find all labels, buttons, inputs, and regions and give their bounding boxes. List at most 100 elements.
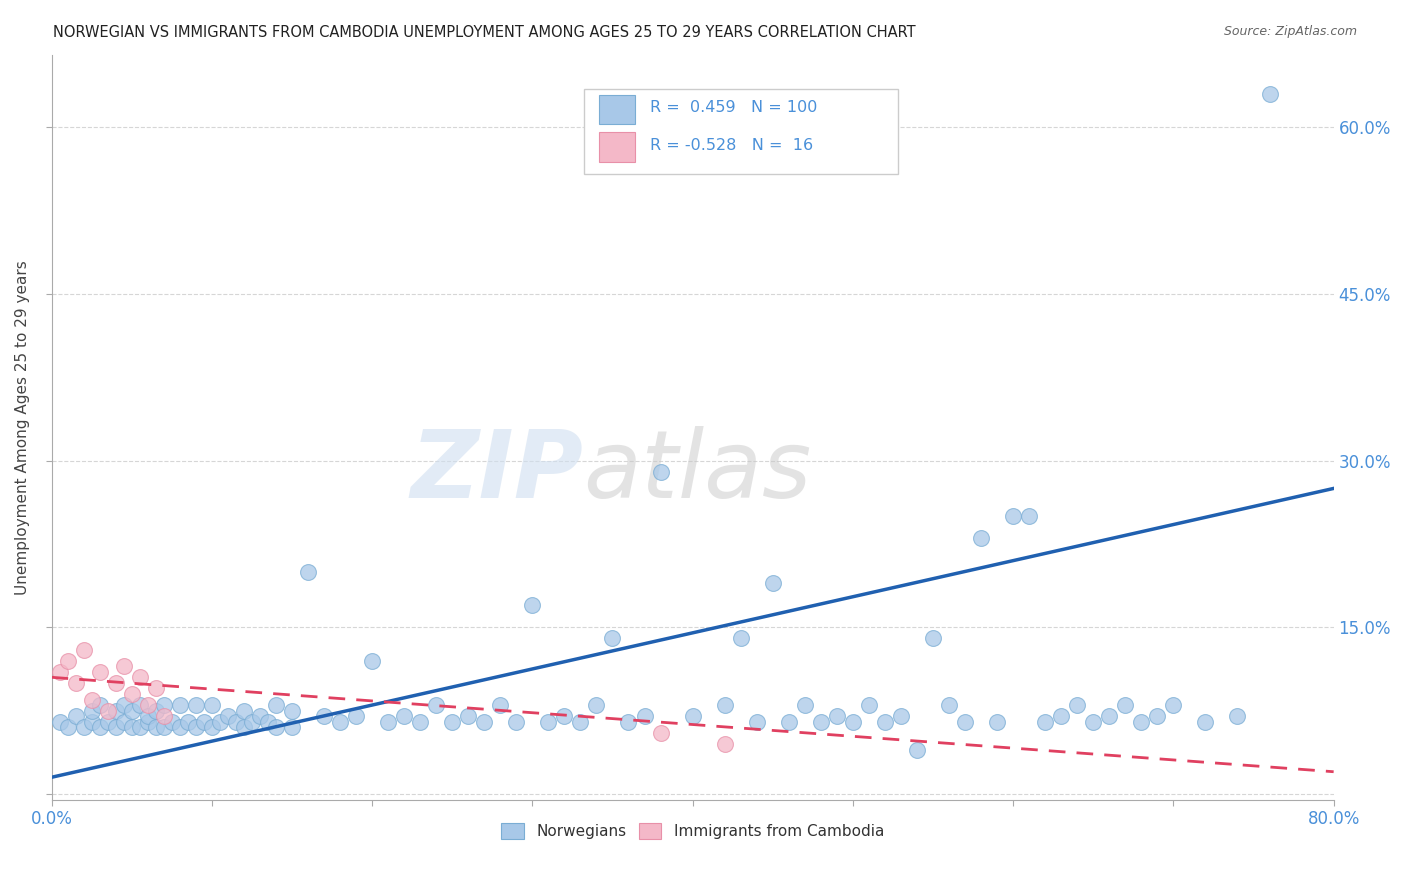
Point xyxy=(249,709,271,723)
Point xyxy=(152,709,174,723)
Point xyxy=(152,698,174,712)
Point xyxy=(1033,714,1056,729)
Point xyxy=(208,714,231,729)
Point xyxy=(585,698,607,712)
Point xyxy=(97,714,120,729)
Point xyxy=(264,698,287,712)
Point xyxy=(1114,698,1136,712)
Text: atlas: atlas xyxy=(583,426,811,517)
Point xyxy=(505,714,527,729)
Bar xyxy=(599,95,636,124)
Point xyxy=(329,714,352,729)
Point xyxy=(104,720,127,734)
Point xyxy=(361,654,384,668)
Point xyxy=(1002,509,1025,524)
Point xyxy=(225,714,247,729)
Point xyxy=(553,709,575,723)
Point xyxy=(1066,698,1088,712)
Point xyxy=(89,698,111,712)
Point xyxy=(104,704,127,718)
Point xyxy=(145,681,167,696)
Point xyxy=(810,714,832,729)
Point xyxy=(232,704,254,718)
Point xyxy=(281,720,304,734)
Point xyxy=(112,714,135,729)
Point xyxy=(121,687,143,701)
Point xyxy=(1258,87,1281,101)
Point xyxy=(56,720,79,734)
Point xyxy=(169,720,191,734)
Point xyxy=(650,465,672,479)
Point xyxy=(392,709,415,723)
Point xyxy=(264,720,287,734)
Point xyxy=(217,709,239,723)
Point xyxy=(80,714,103,729)
Point xyxy=(184,698,207,712)
Point xyxy=(56,654,79,668)
Point xyxy=(80,692,103,706)
Point xyxy=(145,720,167,734)
Text: R = -0.528   N =  16: R = -0.528 N = 16 xyxy=(650,137,814,153)
Point xyxy=(617,714,640,729)
Point xyxy=(201,720,224,734)
Text: Source: ZipAtlas.com: Source: ZipAtlas.com xyxy=(1223,25,1357,38)
Point xyxy=(970,532,993,546)
Point xyxy=(682,709,704,723)
Point xyxy=(297,565,319,579)
Point xyxy=(89,665,111,679)
Point xyxy=(48,665,70,679)
Point xyxy=(713,698,735,712)
Point xyxy=(136,709,159,723)
Point xyxy=(128,670,150,684)
Point xyxy=(65,676,87,690)
Point xyxy=(136,698,159,712)
Point xyxy=(602,632,624,646)
Point xyxy=(177,714,200,729)
Point xyxy=(136,714,159,729)
Text: ZIP: ZIP xyxy=(411,426,583,518)
Point xyxy=(312,709,335,723)
Point xyxy=(633,709,655,723)
Point xyxy=(858,698,880,712)
Point xyxy=(152,720,174,734)
Point xyxy=(762,575,785,590)
Point xyxy=(537,714,560,729)
Y-axis label: Unemployment Among Ages 25 to 29 years: Unemployment Among Ages 25 to 29 years xyxy=(15,260,30,595)
Point xyxy=(104,676,127,690)
Point xyxy=(193,714,215,729)
Point xyxy=(1083,714,1105,729)
Point xyxy=(48,714,70,729)
Point xyxy=(281,704,304,718)
Point xyxy=(745,714,768,729)
Point xyxy=(650,726,672,740)
Point xyxy=(825,709,848,723)
Point xyxy=(425,698,447,712)
Point xyxy=(730,632,752,646)
Point xyxy=(112,698,135,712)
Point xyxy=(169,698,191,712)
Bar xyxy=(583,88,897,174)
Point xyxy=(522,598,544,612)
Text: R =  0.459   N = 100: R = 0.459 N = 100 xyxy=(650,101,818,115)
Point xyxy=(905,742,928,756)
Point xyxy=(80,704,103,718)
Point xyxy=(793,698,815,712)
Point xyxy=(1226,709,1249,723)
Point xyxy=(121,720,143,734)
Point xyxy=(97,704,120,718)
Point xyxy=(112,659,135,673)
Legend: Norwegians, Immigrants from Cambodia: Norwegians, Immigrants from Cambodia xyxy=(495,817,890,846)
Text: NORWEGIAN VS IMMIGRANTS FROM CAMBODIA UNEMPLOYMENT AMONG AGES 25 TO 29 YEARS COR: NORWEGIAN VS IMMIGRANTS FROM CAMBODIA UN… xyxy=(53,25,917,40)
Point xyxy=(145,704,167,718)
Point xyxy=(128,720,150,734)
Point xyxy=(232,720,254,734)
Point xyxy=(1130,714,1153,729)
Point xyxy=(65,709,87,723)
Point xyxy=(457,709,479,723)
Point xyxy=(986,714,1008,729)
Point xyxy=(1194,714,1216,729)
Point xyxy=(409,714,432,729)
Point xyxy=(441,714,464,729)
Point xyxy=(922,632,945,646)
Point xyxy=(569,714,592,729)
